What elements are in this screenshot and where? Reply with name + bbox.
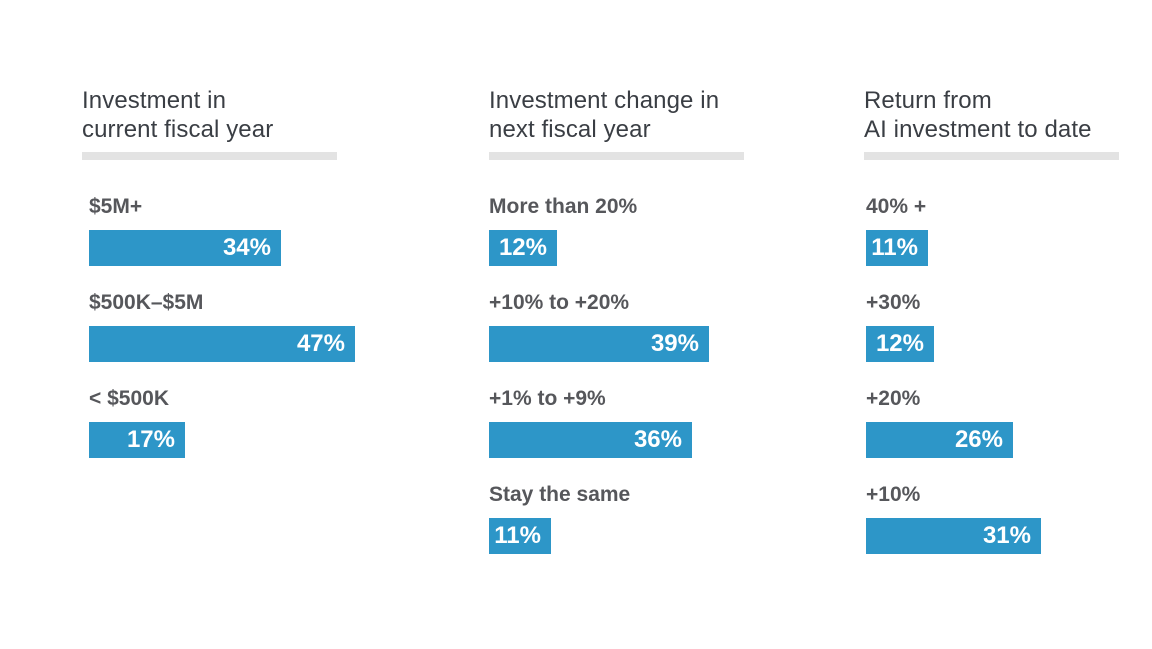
- bar-row: +30% 12%: [866, 289, 1152, 385]
- bar-label: $5M+: [89, 195, 143, 218]
- column-title-line: current fiscal year: [82, 116, 274, 143]
- bar-label: +1% to +9%: [489, 387, 606, 410]
- column-title-line: Investment change in: [489, 87, 720, 114]
- bar-value: 39%: [650, 330, 699, 357]
- bar-value: 11%: [494, 522, 541, 549]
- bar-row: More than 20% 12%: [489, 193, 779, 289]
- bar-label: Stay the same: [489, 483, 631, 506]
- bar-rows: 40% + 11% +30% 12% +20% 26% +10% 31%: [866, 193, 1152, 577]
- bar-row: 40% + 11%: [866, 193, 1152, 289]
- bar-row: < $500K 17%: [89, 385, 372, 481]
- bar-row: +10% 31%: [866, 481, 1152, 577]
- title-underline: [82, 152, 337, 160]
- column-title-line: Investment in: [82, 87, 227, 114]
- bar-label: More than 20%: [489, 195, 638, 218]
- bar: 26%: [866, 422, 1013, 458]
- bar-label: +10% to +20%: [489, 291, 630, 314]
- column-title-line: Return from: [864, 87, 992, 114]
- chart-column: Investment in current fiscal year $5M+ 34…: [82, 86, 372, 481]
- bar-row: $500K–$5M 47%: [89, 289, 372, 385]
- bar: 31%: [866, 518, 1041, 554]
- bar-value: 11%: [871, 234, 918, 261]
- chart-column: Return from AI investment to date 40% + 1…: [864, 86, 1152, 577]
- bar-row: +10% to +20% 39%: [489, 289, 779, 385]
- bar-label: +20%: [866, 387, 921, 410]
- bar-label: +30%: [866, 291, 921, 314]
- bar-row: Stay the same 11%: [489, 481, 779, 577]
- bar: 11%: [866, 230, 928, 266]
- bar: 36%: [489, 422, 692, 458]
- title-underline: [489, 152, 744, 160]
- bar: 17%: [89, 422, 185, 458]
- bar-value: 12%: [875, 330, 924, 357]
- bar-row: +1% to +9% 36%: [489, 385, 779, 481]
- column-title: Return from AI investment to date: [864, 86, 1152, 144]
- bar-row: $5M+ 34%: [89, 193, 372, 289]
- bar-value: 17%: [126, 426, 175, 453]
- bar: 47%: [89, 326, 355, 362]
- column-title: Investment in current fiscal year: [82, 86, 372, 144]
- column-title: Investment change in next fiscal year: [489, 86, 779, 144]
- chart-column: Investment change in next fiscal year Mor…: [489, 86, 779, 577]
- bar-value: 31%: [982, 522, 1031, 549]
- bar-label: +10%: [866, 483, 921, 506]
- title-underline: [864, 152, 1119, 160]
- bar-value: 47%: [296, 330, 345, 357]
- bar-label: 40% +: [866, 195, 927, 218]
- bar-label: < $500K: [89, 387, 169, 410]
- bar: 34%: [89, 230, 281, 266]
- bar-value: 26%: [954, 426, 1003, 453]
- bar: 39%: [489, 326, 709, 362]
- bar: 12%: [866, 326, 934, 362]
- bar-label: $500K–$5M: [89, 291, 204, 314]
- column-title-line: AI investment to date: [864, 116, 1092, 143]
- column-title-line: next fiscal year: [489, 116, 651, 143]
- bar-row: +20% 26%: [866, 385, 1152, 481]
- bar-value: 36%: [633, 426, 682, 453]
- bar-value: 12%: [498, 234, 547, 261]
- bar-rows: More than 20% 12% +10% to +20% 39% +1% t…: [489, 193, 779, 577]
- bar: 12%: [489, 230, 557, 266]
- bar-rows: $5M+ 34% $500K–$5M 47% < $500K 17%: [89, 193, 372, 481]
- bar: 11%: [489, 518, 551, 554]
- bar-value: 34%: [222, 234, 271, 261]
